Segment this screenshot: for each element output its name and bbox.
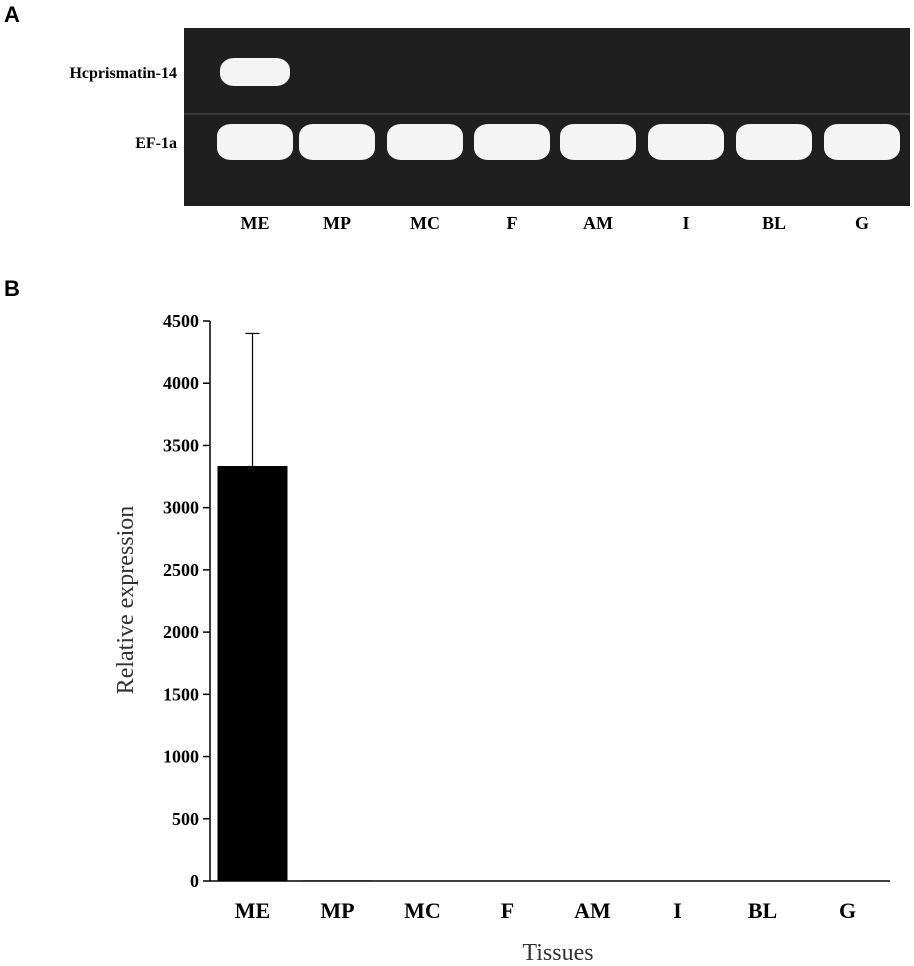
x-axis-title: Tissues bbox=[522, 940, 593, 966]
y-tick-label: 500 bbox=[172, 809, 199, 829]
panel-b-letter: B bbox=[4, 276, 20, 301]
x-tick-label: MC bbox=[404, 898, 441, 923]
y-tick-label: 2000 bbox=[163, 622, 199, 642]
gel-lane-label: MP bbox=[323, 213, 351, 233]
gel-band bbox=[217, 124, 293, 160]
gel-lane-label: F bbox=[507, 213, 518, 233]
gel-band bbox=[560, 124, 636, 160]
y-tick-label: 2500 bbox=[163, 560, 199, 580]
y-tick-label: 0 bbox=[190, 871, 199, 891]
bar bbox=[302, 880, 373, 881]
x-tick-label: BL bbox=[748, 898, 777, 923]
gel-band bbox=[387, 124, 463, 160]
gel-lane-label: G bbox=[855, 213, 869, 233]
bar bbox=[217, 465, 288, 881]
x-tick-label: I bbox=[673, 898, 682, 923]
bar-chart: 0 500 1000 1500 2000 2500 3000 3500 4000 4500 ME MP… bbox=[113, 311, 890, 966]
panel-a-letter: A bbox=[4, 2, 20, 27]
y-tick-label: 3500 bbox=[163, 435, 199, 455]
gel-background bbox=[184, 28, 910, 206]
gel-band bbox=[220, 58, 290, 86]
x-tick-label: G bbox=[839, 898, 856, 923]
x-tick-label: ME bbox=[235, 898, 270, 923]
gel-band bbox=[299, 124, 375, 160]
y-axis-title: Relative expression bbox=[113, 506, 139, 695]
x-tick-label: MP bbox=[320, 898, 354, 923]
gel-band bbox=[474, 124, 550, 160]
gel-row-label: EF-1a bbox=[135, 135, 177, 152]
gel-lane-label: MC bbox=[410, 213, 440, 233]
y-tick-label: 4500 bbox=[163, 311, 199, 331]
gel-lane-label: AM bbox=[583, 213, 613, 233]
gel-lane-label: BL bbox=[762, 213, 786, 233]
gel-lane-label: ME bbox=[241, 213, 270, 233]
x-tick-label: AM bbox=[574, 898, 611, 923]
gel-band bbox=[736, 124, 812, 160]
gel-lane-label: I bbox=[682, 213, 689, 233]
y-tick-label: 1000 bbox=[163, 747, 199, 767]
gel-band bbox=[824, 124, 900, 160]
gel-image bbox=[184, 28, 910, 206]
gel-row-label: Hcprismatin-14 bbox=[69, 65, 177, 82]
y-tick-label: 1500 bbox=[163, 684, 199, 704]
x-tick-label: F bbox=[501, 898, 514, 923]
y-tick-label: 4000 bbox=[163, 373, 199, 393]
gel-band bbox=[648, 124, 724, 160]
gel-labels: Hcprismatin-14 EF-1a ME MP MC F AM I BL G bbox=[69, 65, 869, 233]
y-tick-label: 3000 bbox=[163, 498, 199, 518]
